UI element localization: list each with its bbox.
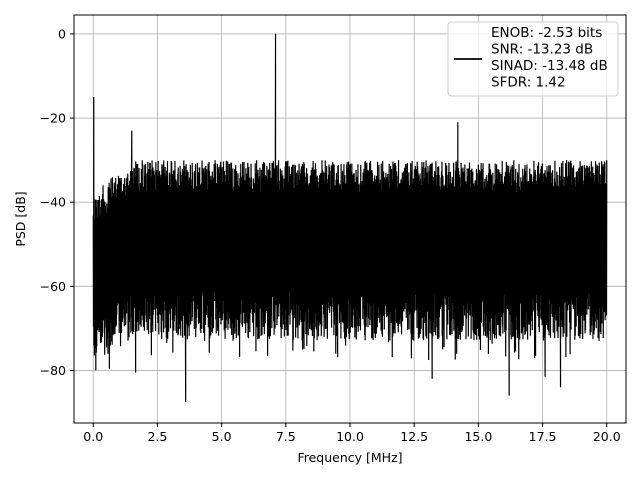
x-tick-label: 0.0 [83, 429, 103, 444]
y-axis-label: PSD [dB] [13, 191, 28, 246]
x-tick-label: 15.0 [464, 429, 492, 444]
x-tick-label: 10.0 [336, 429, 364, 444]
y-axis-ticks: 0 −20 −40 −60 −80 [40, 26, 74, 378]
x-tick-label: 20.0 [593, 429, 621, 444]
legend-entry-enob: ENOB: -2.53 bits [491, 25, 602, 41]
x-tick-label: 2.5 [147, 429, 167, 444]
y-tick-label: −80 [40, 363, 66, 378]
x-tick-label: 5.0 [212, 429, 232, 444]
y-tick-label: −20 [40, 111, 66, 126]
x-tick-label: 7.5 [276, 429, 296, 444]
y-tick-label: −60 [40, 279, 66, 294]
x-tick-label: 12.5 [400, 429, 428, 444]
plot-area [92, 33, 608, 402]
x-axis-label: Frequency [MHz] [297, 450, 402, 465]
legend: ENOB: -2.53 bits SNR: -13.23 dB SINAD: -… [447, 21, 619, 97]
legend-box [447, 21, 619, 97]
legend-entry-snr: SNR: -13.23 dB [491, 42, 593, 58]
y-tick-label: −40 [40, 195, 66, 210]
legend-entry-sfdr: SFDR: 1.42 [491, 75, 566, 91]
series-line-psd [92, 33, 608, 402]
x-axis-ticks: 0.0 2.5 5.0 7.5 10.0 12.5 15.0 17.5 20.0 [83, 423, 621, 444]
legend-entry-sinad: SINAD: -13.48 dB [491, 58, 608, 74]
y-tick-label: 0 [58, 26, 66, 41]
x-tick-label: 17.5 [529, 429, 557, 444]
